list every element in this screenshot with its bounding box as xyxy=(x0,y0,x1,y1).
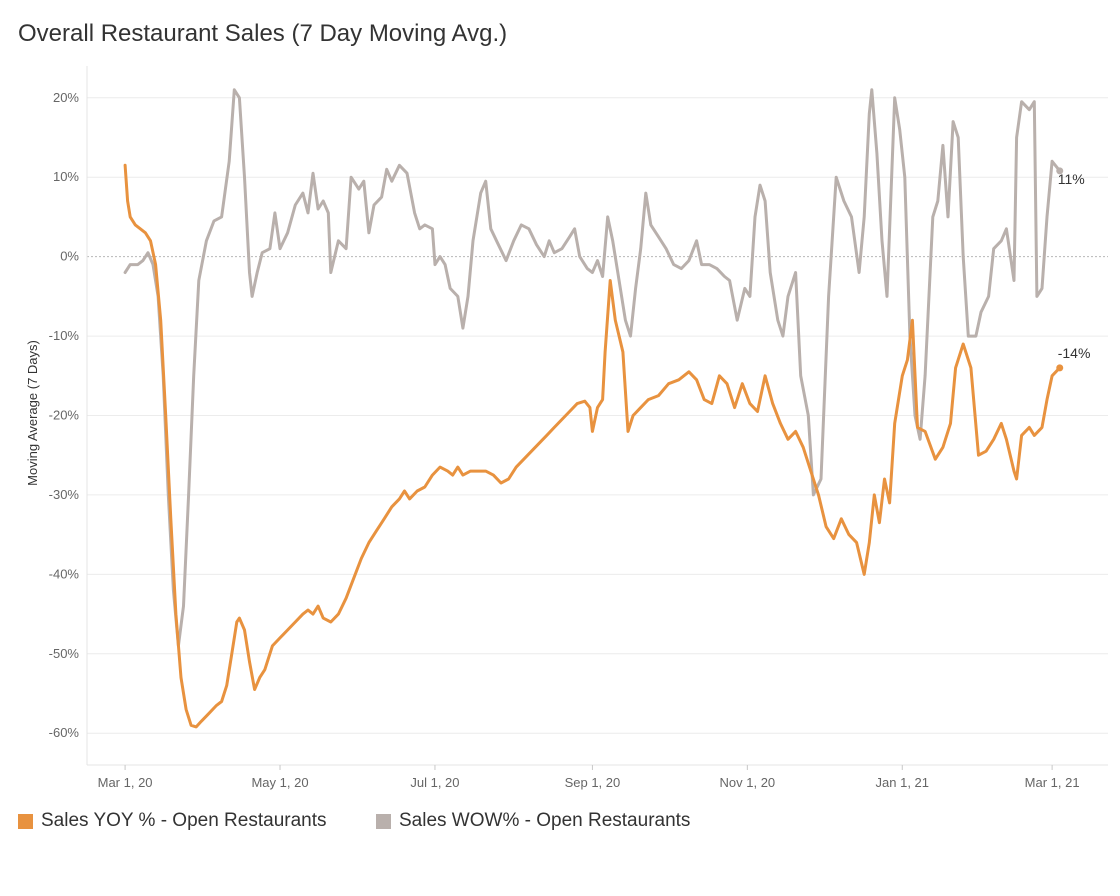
end-point-yoy xyxy=(1056,364,1064,372)
end-label-yoy: -14% xyxy=(1058,345,1091,361)
y-tick-label: -40% xyxy=(49,566,80,581)
grid-lines xyxy=(86,66,1108,766)
y-tick-label: -30% xyxy=(49,487,80,502)
chart-title: Overall Restaurant Sales (7 Day Moving A… xyxy=(18,20,508,47)
legend-item-yoy: Sales YOY % - Open Restaurants xyxy=(18,810,327,832)
series-line-yoy xyxy=(123,163,1062,729)
series-layer: 11% -14% xyxy=(123,88,1091,729)
x-tick-label: Nov 1, 20 xyxy=(720,775,776,790)
legend-swatch-wow xyxy=(376,813,391,829)
x-tick-label: Jul 1, 20 xyxy=(410,775,459,790)
x-tick-label: Sep 1, 20 xyxy=(565,775,621,790)
legend-label-wow: Sales WOW% - Open Restaurants xyxy=(399,810,691,831)
x-tick-label: Mar 1, 21 xyxy=(1025,775,1080,790)
y-axis-label: Moving Average (7 Days) xyxy=(25,340,40,486)
end-point-wow xyxy=(1056,167,1064,175)
y-tick-label: -60% xyxy=(49,725,80,740)
x-tick-label: May 1, 20 xyxy=(251,775,308,790)
y-tick-label: 10% xyxy=(53,169,79,184)
end-label-wow: 11% xyxy=(1058,171,1085,187)
y-tick-label: -10% xyxy=(49,328,80,343)
y-tick-label: -20% xyxy=(49,408,80,423)
x-axis: Mar 1, 20 May 1, 20 Jul 1, 20 Sep 1, 20 Nov … xyxy=(98,765,1080,790)
y-tick-label: 20% xyxy=(53,90,79,105)
chart-plot: 20% 10% 0% -10% -20% -30% -40% -50% -60% Mar 1, … xyxy=(25,66,1108,790)
legend-swatch-yoy xyxy=(18,813,33,829)
legend-label-yoy: Sales YOY % - Open Restaurants xyxy=(41,810,327,831)
y-tick-label: -50% xyxy=(49,646,80,661)
y-axis: 20% 10% 0% -10% -20% -30% -40% -50% -60% xyxy=(49,90,80,740)
series-line-wow xyxy=(123,88,1062,648)
y-tick-label: 0% xyxy=(60,249,79,264)
x-tick-label: Jan 1, 21 xyxy=(876,775,930,790)
legend-item-wow: Sales WOW% - Open Restaurants xyxy=(376,810,690,832)
x-tick-label: Mar 1, 20 xyxy=(98,775,153,790)
